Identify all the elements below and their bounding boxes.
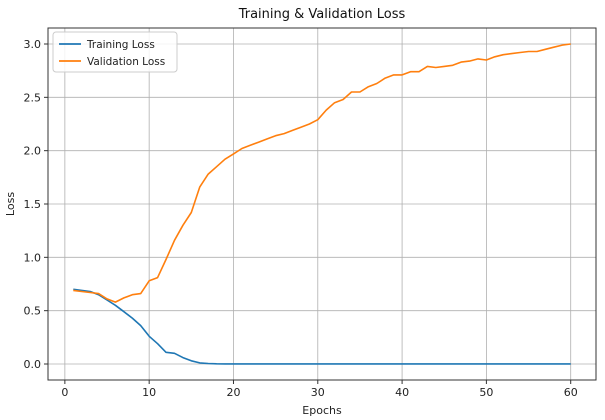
chart-title: Training & Validation Loss [238,7,406,22]
y-tick-label: 0.0 [24,358,42,371]
y-tick-label: 1.0 [24,251,42,264]
y-tick-label: 0.5 [24,305,42,318]
x-tick-label: 10 [142,386,156,399]
x-tick-label: 0 [61,386,68,399]
series-line-validation-loss [73,43,571,303]
x-tick-label: 50 [479,386,493,399]
legend-box [52,31,178,73]
grid [48,28,596,380]
y-axis-label: Loss [4,192,17,216]
x-tick-label: 20 [226,386,240,399]
series-layer [73,43,571,365]
x-tick-label: 40 [395,386,409,399]
x-axis-label: Epochs [302,404,342,417]
series-line-training-loss [73,288,571,365]
y-tick-label: 2.0 [24,145,42,158]
y-tick-label: 1.5 [24,198,42,211]
y-tick-label: 3.0 [24,38,42,51]
y-tick-label: 2.5 [24,91,42,104]
axis-ticks: 0 10 20 30 40 50 60 0.0 0.5 1.0 1.5 2.0 2.5 3.0 [24,38,578,399]
legend-entry: Training Loss [86,39,155,51]
x-tick-label: 30 [311,386,325,399]
legend: Training Loss Validation Loss [52,31,178,73]
x-tick-label: 60 [564,386,578,399]
legend-entry: Validation Loss [87,56,165,68]
